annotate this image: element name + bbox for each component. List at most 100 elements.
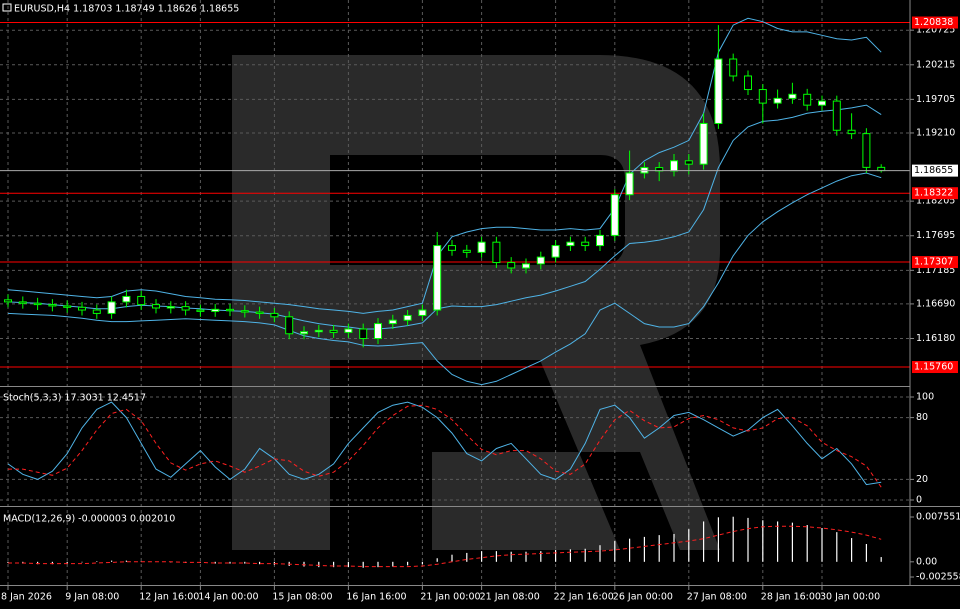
chart-title: EURUSD,H4 1.18703 1.18749 1.18626 1.1865… bbox=[14, 4, 239, 15]
marks bbox=[0, 17, 910, 568]
candle-body bbox=[714, 58, 723, 124]
y-tick-label: 1.19705 bbox=[916, 94, 955, 105]
y-tick-label: 1.20725 bbox=[916, 25, 955, 36]
macd-signal bbox=[8, 525, 882, 568]
x-tick-label: 22 Jan 16:00 bbox=[554, 592, 614, 603]
candle-body bbox=[536, 256, 545, 265]
candle-body bbox=[507, 262, 516, 269]
candle-body bbox=[18, 301, 27, 304]
level-label: 1.15760 bbox=[914, 362, 953, 373]
macd-title: MACD(12,26,9) -0.000003 0.002010 bbox=[3, 514, 175, 525]
level-label: 1.17307 bbox=[914, 257, 953, 268]
watermark-logo bbox=[232, 55, 720, 550]
candle-body bbox=[240, 310, 249, 313]
x-tick-label: 16 Jan 16:00 bbox=[346, 592, 406, 603]
candle-body bbox=[300, 331, 308, 335]
candle-body bbox=[374, 323, 382, 340]
y-tick-label: 1.19210 bbox=[916, 127, 955, 138]
candle-body bbox=[684, 160, 693, 165]
candle-body bbox=[329, 329, 338, 333]
x-tick-label: 27 Jan 08:00 bbox=[687, 592, 747, 603]
candle-body bbox=[803, 93, 812, 106]
x-tick-label: 26 Jan 00:00 bbox=[613, 592, 673, 603]
candle-body bbox=[773, 97, 782, 104]
candle-body bbox=[166, 306, 175, 309]
candle-body bbox=[196, 309, 205, 312]
y-tick-label: 0.00 bbox=[916, 556, 937, 567]
x-tick-label: 8 Jan 2026 bbox=[1, 592, 52, 603]
candle-body bbox=[551, 245, 560, 258]
level-label-box bbox=[912, 256, 958, 269]
candle-body bbox=[670, 160, 678, 172]
candle-body bbox=[270, 312, 279, 318]
candle-body bbox=[862, 133, 871, 168]
candle-body bbox=[610, 194, 619, 236]
candle-body bbox=[758, 89, 767, 104]
y-tick-label: 1.20215 bbox=[916, 59, 955, 70]
candle-body bbox=[92, 309, 101, 314]
y-tick-label: 0 bbox=[916, 495, 922, 506]
stoch-title: Stoch(5,3,3) 17.3031 12.4517 bbox=[3, 393, 146, 404]
candle-body bbox=[818, 100, 826, 106]
title-icon bbox=[2, 3, 12, 12]
y-tick-label: 1.17695 bbox=[916, 230, 955, 241]
candle-body bbox=[137, 295, 146, 306]
candle-body bbox=[596, 234, 604, 247]
candle-body bbox=[285, 316, 294, 335]
candle-body bbox=[492, 241, 501, 264]
candle-body bbox=[314, 329, 323, 333]
level-label-box bbox=[912, 16, 958, 29]
candle-body bbox=[699, 122, 708, 165]
y-tick-label: 1.17185 bbox=[916, 265, 955, 276]
level-label-box bbox=[912, 361, 958, 374]
candle-body bbox=[181, 306, 190, 311]
candle-body bbox=[359, 328, 368, 340]
stoch-main bbox=[7, 401, 882, 486]
candle-body bbox=[625, 172, 634, 196]
candle-body bbox=[211, 308, 220, 312]
x-tick-label: 21 Jan 08:00 bbox=[480, 592, 540, 603]
x-tick-label: 12 Jan 16:00 bbox=[139, 592, 199, 603]
x-tick-label: 15 Jan 08:00 bbox=[272, 592, 332, 603]
x-tick-label: 9 Jan 08:00 bbox=[65, 592, 119, 603]
y-tick-label: -0.002558 bbox=[916, 572, 960, 583]
candle-body bbox=[48, 304, 57, 307]
candle-body bbox=[403, 314, 412, 321]
candle-body bbox=[477, 241, 486, 253]
y-tick-label: 80 bbox=[916, 412, 928, 423]
current-price-label: 1.18655 bbox=[914, 165, 953, 176]
candle-body bbox=[255, 311, 264, 314]
candle-body bbox=[522, 263, 530, 269]
x-tick-label: 28 Jan 16:00 bbox=[761, 592, 821, 603]
candle-body bbox=[107, 301, 116, 314]
candle-body bbox=[4, 299, 12, 303]
y-tick-label: 1.18205 bbox=[916, 196, 955, 207]
candle-body bbox=[847, 129, 856, 135]
candle-body bbox=[462, 249, 471, 253]
candle-body bbox=[388, 319, 397, 325]
current-price-box bbox=[912, 164, 958, 177]
candle-body bbox=[344, 328, 353, 333]
level-label: 1.20838 bbox=[914, 17, 953, 28]
candle-body bbox=[226, 308, 234, 312]
y-tick-label: 1.16690 bbox=[916, 298, 955, 309]
band-lower bbox=[7, 172, 882, 386]
candle-body bbox=[78, 306, 86, 311]
candle-body bbox=[122, 295, 131, 303]
candle-body bbox=[33, 302, 42, 306]
candle-body bbox=[581, 241, 590, 247]
level-label: 1.18322 bbox=[914, 188, 953, 199]
candle-body bbox=[788, 93, 797, 99]
candle-body bbox=[744, 75, 752, 91]
candle-body bbox=[418, 309, 427, 316]
candle-body bbox=[63, 305, 72, 308]
y-tick-label: 20 bbox=[916, 474, 928, 485]
x-tick-label: 30 Jan 00:00 bbox=[820, 592, 880, 603]
y-tick-label: 0.007551 bbox=[916, 512, 960, 523]
y-tick-label: 100 bbox=[916, 392, 934, 403]
candle-body bbox=[152, 304, 160, 309]
y-tick-label: 1.16180 bbox=[916, 333, 955, 344]
candle-body bbox=[448, 245, 456, 251]
candle-body bbox=[433, 245, 442, 311]
